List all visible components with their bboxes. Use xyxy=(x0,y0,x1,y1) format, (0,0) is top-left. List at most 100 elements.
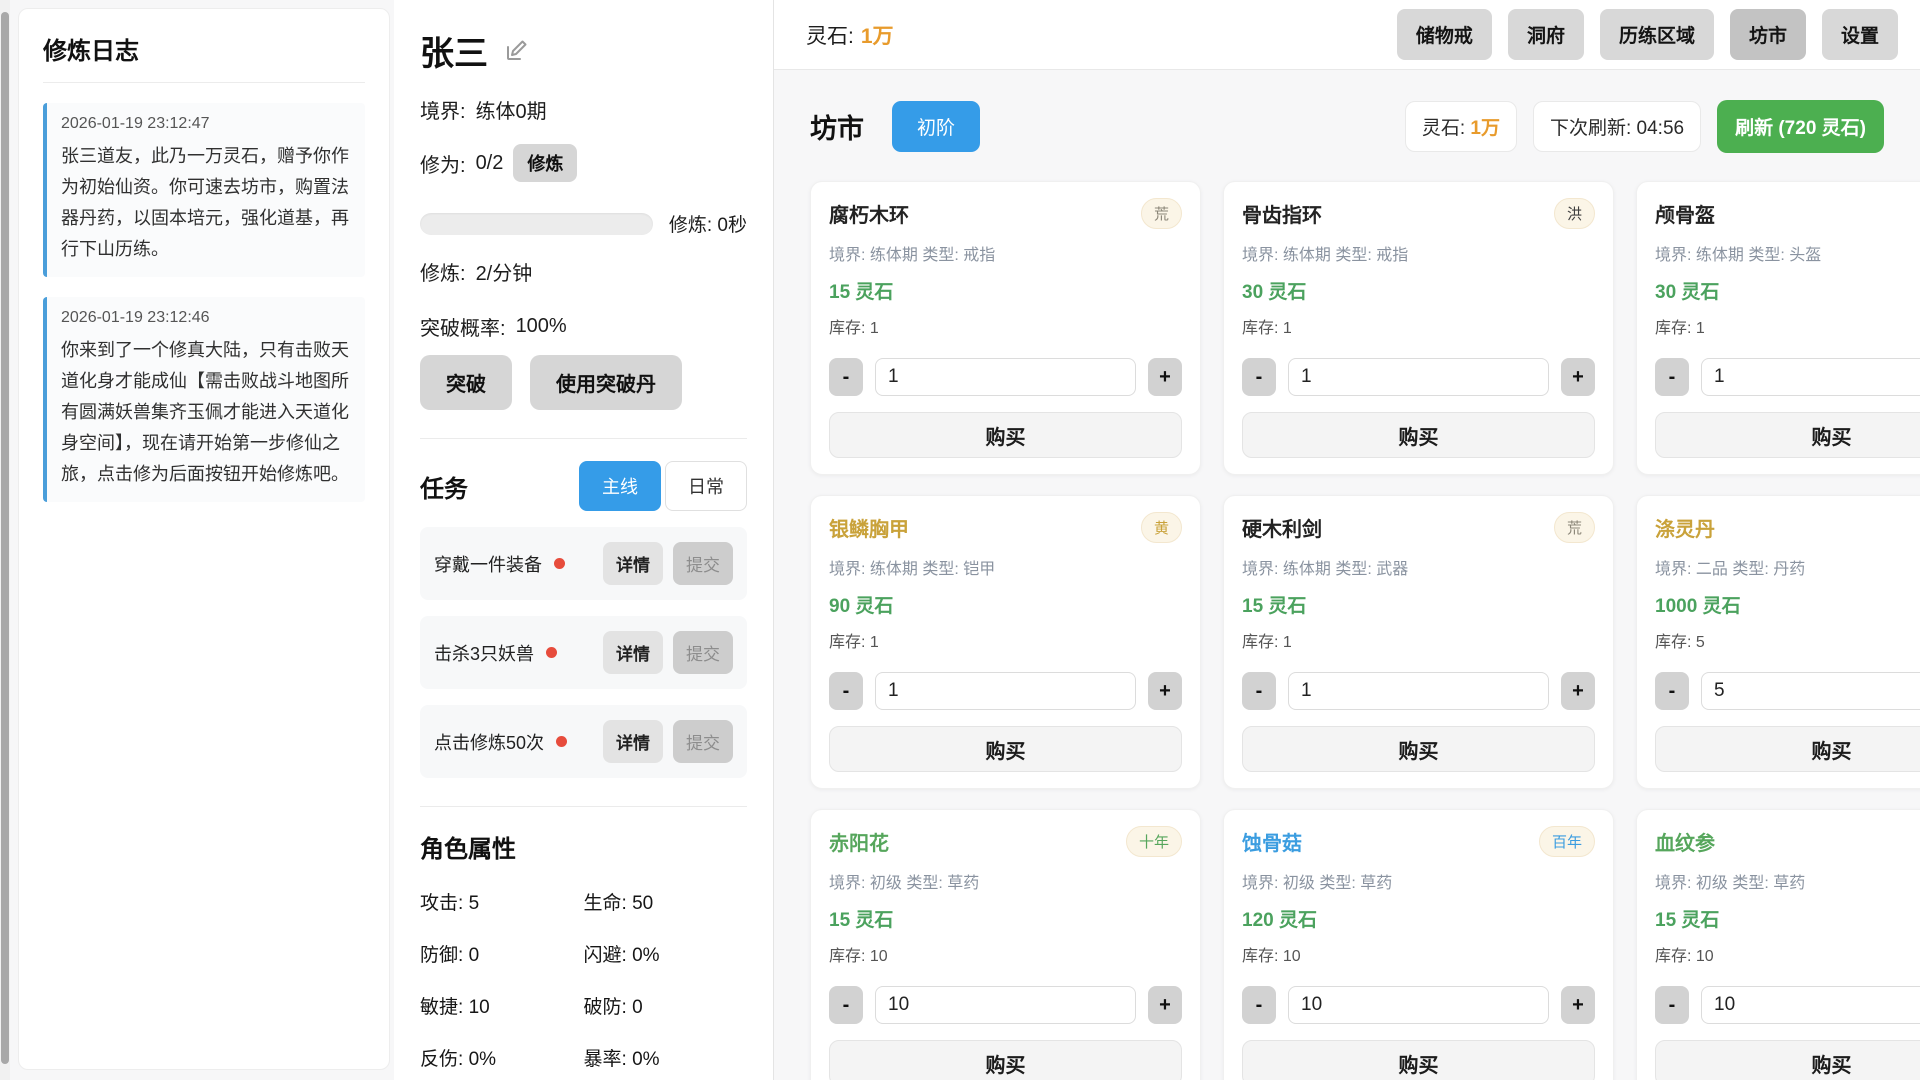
market-item-card: 腐朽木环 荒 境界: 练体期 类型: 戒指 15 灵石 库存: 1 xyxy=(810,181,1201,475)
cultivation-progress-bar xyxy=(420,212,653,235)
breakthrough-label: 突破概率: xyxy=(420,318,506,340)
quantity-increase-button[interactable]: + xyxy=(1561,358,1595,396)
quantity-input[interactable] xyxy=(875,986,1136,1024)
quantity-increase-button[interactable]: + xyxy=(1561,986,1595,1024)
quantity-increase-button[interactable]: + xyxy=(1561,672,1595,710)
task-list: 穿戴一件装备 详情 提交 击杀3只妖兽 详情 提交 xyxy=(420,527,747,778)
quantity-decrease-button[interactable]: - xyxy=(1242,358,1276,396)
attribute-item: 敏捷: 10 xyxy=(420,992,584,1019)
market-tier-button[interactable]: 初阶 xyxy=(892,101,981,152)
train-button[interactable]: 修炼 xyxy=(513,144,578,182)
quantity-decrease-button[interactable]: - xyxy=(829,986,863,1024)
buy-button[interactable]: 购买 xyxy=(1655,726,1920,772)
quantity-input[interactable] xyxy=(1701,672,1920,710)
item-name: 腐朽木环 xyxy=(829,205,909,227)
top-bar: 灵石: 1万 储物戒 洞府 历练区域 坊市 设置 xyxy=(774,0,1920,70)
item-meta: 境界: 练体期 类型: 戒指 xyxy=(1242,247,1409,264)
task-row: 击杀3只妖兽 详情 提交 xyxy=(420,616,747,689)
quantity-input[interactable] xyxy=(875,358,1136,396)
cultivation-log-panel: 修炼日志 2026-01-19 23:12:47 张三道友，此乃一万灵石，赠予你… xyxy=(18,8,390,1070)
buy-button[interactable]: 购买 xyxy=(1655,412,1920,458)
task-submit-button[interactable]: 提交 xyxy=(673,631,733,674)
market-spirit-pill: 灵石: 1万 xyxy=(1404,101,1517,152)
quantity-stepper: - + xyxy=(1655,358,1920,396)
task-name: 击杀3只妖兽 xyxy=(434,643,535,664)
market-item-card: 银鳞胸甲 黄 境界: 练体期 类型: 铠甲 90 灵石 库存: 1 xyxy=(810,495,1201,789)
quantity-decrease-button[interactable]: - xyxy=(1242,672,1276,710)
log-timestamp: 2026-01-19 23:12:46 xyxy=(61,308,210,326)
quantity-decrease-button[interactable]: - xyxy=(829,672,863,710)
buy-button[interactable]: 购买 xyxy=(829,1040,1182,1080)
edit-name-icon[interactable] xyxy=(504,39,528,63)
item-name: 颅骨盔 xyxy=(1655,205,1715,227)
quantity-decrease-button[interactable]: - xyxy=(1655,672,1689,710)
attribute-item: 破防: 0 xyxy=(584,992,748,1019)
attribute-item: 防御: 0 xyxy=(420,940,584,967)
quantity-input[interactable] xyxy=(1288,358,1549,396)
item-stock: 库存: 10 xyxy=(1242,948,1301,965)
attribute-label: 暴率: xyxy=(583,1049,627,1070)
quantity-stepper: - + xyxy=(829,358,1182,396)
nav-button[interactable]: 设置 xyxy=(1821,9,1898,60)
item-rarity-badge: 洪 xyxy=(1553,198,1595,229)
nav-button[interactable]: 历练区域 xyxy=(1599,9,1714,60)
quantity-stepper: - + xyxy=(829,986,1182,1024)
attribute-label: 闪避: xyxy=(583,945,627,966)
attribute-label: 敏捷: xyxy=(420,997,464,1018)
nav-button[interactable]: 坊市 xyxy=(1729,9,1806,60)
task-detail-button[interactable]: 详情 xyxy=(603,720,663,763)
attribute-value: 0% xyxy=(632,945,660,966)
quantity-increase-button[interactable]: + xyxy=(1148,986,1182,1024)
item-name: 骨齿指环 xyxy=(1242,205,1322,227)
attribute-value: 0% xyxy=(632,1049,660,1070)
page-scrollbar[interactable] xyxy=(0,0,10,1080)
task-detail-button[interactable]: 详情 xyxy=(603,631,663,674)
item-name: 赤阳花 xyxy=(829,833,889,855)
task-detail-button[interactable]: 详情 xyxy=(603,542,663,585)
market-item-card: 蚀骨菇 百年 境界: 初级 类型: 草药 120 灵石 库存: 10 xyxy=(1223,809,1614,1080)
quantity-input[interactable] xyxy=(875,672,1136,710)
log-entry: 2026-01-19 23:12:46 你来到了一个修真大陆，只有击败天道化身才… xyxy=(43,296,365,502)
buy-button[interactable]: 购买 xyxy=(829,412,1182,458)
log-entry: 2026-01-19 23:12:47 张三道友，此乃一万灵石，赠予你作为初始仙… xyxy=(43,103,365,277)
quantity-decrease-button[interactable]: - xyxy=(1655,986,1689,1024)
attribute-value: 0 xyxy=(632,997,643,1018)
task-tab[interactable]: 主线 xyxy=(579,461,661,511)
item-meta: 境界: 初级 类型: 草药 xyxy=(829,875,980,892)
quantity-input[interactable] xyxy=(1701,358,1920,396)
nav-button[interactable]: 洞府 xyxy=(1507,9,1584,60)
task-submit-button[interactable]: 提交 xyxy=(673,542,733,585)
quantity-increase-button[interactable]: + xyxy=(1148,358,1182,396)
item-meta: 境界: 练体期 类型: 铠甲 xyxy=(829,561,996,578)
attribute-label: 反伤: xyxy=(420,1049,464,1070)
buy-button[interactable]: 购买 xyxy=(829,726,1182,772)
page-scrollbar-thumb[interactable] xyxy=(1,12,9,1064)
item-stock: 库存: 1 xyxy=(1655,320,1705,337)
buy-button[interactable]: 购买 xyxy=(1242,726,1595,772)
task-submit-button[interactable]: 提交 xyxy=(673,720,733,763)
character-name: 张三 xyxy=(420,35,488,73)
quantity-decrease-button[interactable]: - xyxy=(1655,358,1689,396)
buy-button[interactable]: 购买 xyxy=(1655,1040,1920,1080)
attributes-title: 角色属性 xyxy=(420,836,516,863)
refresh-button[interactable]: 刷新 (720 灵石) xyxy=(1717,100,1884,153)
item-stock: 库存: 1 xyxy=(829,634,879,651)
breakthrough-button[interactable]: 突破 xyxy=(420,355,512,410)
quantity-decrease-button[interactable]: - xyxy=(1242,986,1276,1024)
quantity-input[interactable] xyxy=(1701,986,1920,1024)
use-breakthrough-pill-button[interactable]: 使用突破丹 xyxy=(530,355,682,410)
quantity-increase-button[interactable]: + xyxy=(1148,672,1182,710)
cultivation-value: 0/2 xyxy=(475,151,504,174)
buy-button[interactable]: 购买 xyxy=(1242,1040,1595,1080)
item-rarity-badge: 十年 xyxy=(1125,826,1182,857)
buy-button[interactable]: 购买 xyxy=(1242,412,1595,458)
quantity-input[interactable] xyxy=(1288,672,1549,710)
item-price: 15 灵石 xyxy=(829,910,894,931)
market-item-card: 涤灵丹 初级 境界: 二品 类型: 丹药 1000 灵石 库存: 5 xyxy=(1636,495,1920,789)
quantity-input[interactable] xyxy=(1288,986,1549,1024)
task-tab[interactable]: 日常 xyxy=(665,461,747,511)
quantity-decrease-button[interactable]: - xyxy=(829,358,863,396)
item-price: 15 灵石 xyxy=(829,282,894,303)
item-stock: 库存: 1 xyxy=(1242,634,1292,651)
nav-button[interactable]: 储物戒 xyxy=(1396,9,1492,60)
